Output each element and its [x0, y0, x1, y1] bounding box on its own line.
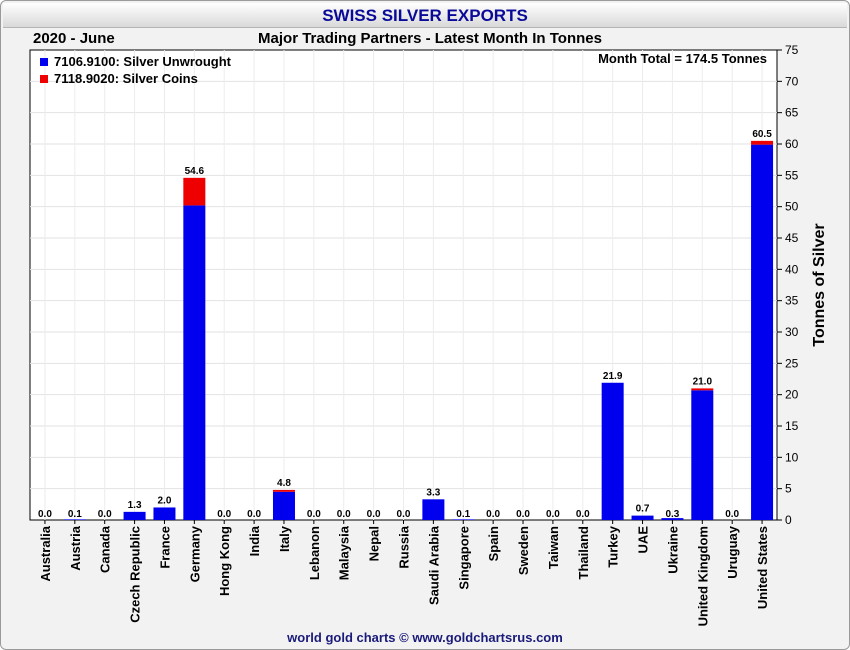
bar-silver-coins	[272, 489, 295, 492]
bar-silver-unwrought	[272, 491, 295, 520]
legend-label: 7106.9100: Silver Unwrought	[54, 54, 232, 69]
bar-silver-unwrought	[123, 511, 146, 520]
x-tick-label: Thailand	[576, 526, 591, 580]
data-label: 54.6	[185, 166, 205, 177]
data-label: 0.0	[576, 509, 590, 520]
y-axis-label: Tonnes of Silver	[811, 223, 828, 347]
data-label: 0.0	[307, 509, 321, 520]
x-tick-label: Lebanon	[307, 526, 322, 580]
month-total-annotation: Month Total = 174.5 Tonnes	[598, 51, 767, 66]
data-label: 0.1	[456, 509, 470, 520]
x-tick-label: United States	[755, 526, 770, 609]
bar-silver-unwrought	[183, 205, 206, 520]
bar-silver-unwrought	[153, 507, 176, 520]
data-label: 0.7	[636, 504, 650, 515]
data-label: 0.0	[217, 509, 231, 520]
x-tick-label: Ukraine	[665, 526, 680, 574]
bar-silver-coins	[691, 388, 714, 391]
x-tick-label: Nepal	[367, 526, 382, 561]
data-label: 0.0	[38, 509, 52, 520]
x-tick-label: Italy	[277, 525, 292, 552]
y-tick-label: 15	[785, 419, 799, 433]
x-tick-label: Sweden	[516, 526, 531, 575]
data-label: 0.0	[516, 509, 530, 520]
title-bar: SWISS SILVER EXPORTS	[3, 3, 847, 28]
x-tick-label: Turkey	[606, 525, 621, 567]
y-tick-label: 25	[785, 356, 799, 370]
data-label: 0.0	[337, 509, 351, 520]
y-tick-label: 75	[785, 43, 799, 57]
data-label: 0.3	[665, 509, 679, 520]
y-tick-label: 5	[785, 482, 792, 496]
y-tick-label: 70	[785, 74, 799, 88]
legend-swatch	[40, 75, 48, 83]
y-tick-label: 35	[785, 294, 799, 308]
data-label: 1.3	[128, 500, 142, 511]
data-label: 3.3	[426, 487, 440, 498]
bar-silver-unwrought	[63, 519, 86, 520]
data-label: 0.0	[397, 509, 411, 520]
data-label: 0.0	[725, 509, 739, 520]
data-label: 0.0	[486, 509, 500, 520]
bar-silver-unwrought	[422, 499, 445, 520]
y-tick-label: 65	[785, 106, 799, 120]
bar-silver-unwrought	[631, 515, 654, 520]
x-tick-label: Czech Republic	[128, 526, 143, 623]
x-tick-label: Germany	[187, 525, 202, 582]
legend-swatch	[40, 58, 48, 66]
data-label: 2.0	[158, 495, 172, 506]
data-label: 60.5	[752, 129, 772, 140]
x-tick-label: India	[247, 525, 262, 556]
data-label: 4.8	[277, 478, 291, 489]
x-tick-label: Hong Kong	[217, 526, 232, 596]
data-label: 21.0	[693, 376, 713, 387]
data-label: 0.0	[98, 509, 112, 520]
x-tick-label: United Kingdom	[695, 526, 710, 626]
y-tick-label: 60	[785, 137, 799, 151]
x-tick-label: Spain	[486, 526, 501, 561]
y-tick-label: 55	[785, 168, 799, 182]
footer-credit: world gold charts © www.goldchartsrus.co…	[287, 630, 563, 645]
x-tick-label: Canada	[98, 525, 113, 573]
date-label: 2020 - June	[33, 30, 115, 47]
x-tick-label: Australia	[38, 525, 53, 581]
x-tick-label: Uruguay	[725, 525, 740, 579]
legend-label: 7118.9020: Silver Coins	[54, 71, 198, 86]
bar-silver-coins	[751, 140, 774, 145]
bar-silver-unwrought	[452, 519, 475, 520]
x-tick-label: Malaysia	[337, 525, 352, 580]
y-tick-label: 10	[785, 450, 799, 464]
y-tick-label: 0	[785, 513, 792, 527]
x-tick-label: Russia	[397, 525, 412, 568]
x-tick-label: UAE	[636, 526, 651, 554]
bar-silver-coins	[183, 177, 206, 206]
data-label: 0.1	[68, 509, 82, 520]
x-tick-label: France	[157, 526, 172, 569]
data-label: 0.0	[546, 509, 560, 520]
bar-silver-unwrought	[661, 518, 684, 520]
chart-subtitle: Major Trading Partners - Latest Month In…	[258, 30, 602, 47]
data-label: 0.0	[247, 509, 261, 520]
x-tick-label: Singapore	[456, 526, 471, 590]
y-tick-label: 50	[785, 200, 799, 214]
x-tick-label: Taiwan	[546, 526, 561, 569]
bar-silver-unwrought	[751, 144, 774, 521]
y-tick-label: 20	[785, 388, 799, 402]
y-tick-label: 45	[785, 231, 799, 245]
y-tick-label: 40	[785, 262, 799, 276]
bar-silver-unwrought	[691, 390, 714, 520]
bar-silver-unwrought	[601, 382, 624, 520]
data-label: 0.0	[367, 509, 381, 520]
y-tick-label: 30	[785, 325, 799, 339]
data-label: 21.9	[603, 371, 623, 382]
x-tick-label: Saudi Arabia	[426, 525, 441, 605]
x-tick-label: Austria	[68, 525, 83, 571]
chart-title: SWISS SILVER EXPORTS	[322, 6, 528, 25]
